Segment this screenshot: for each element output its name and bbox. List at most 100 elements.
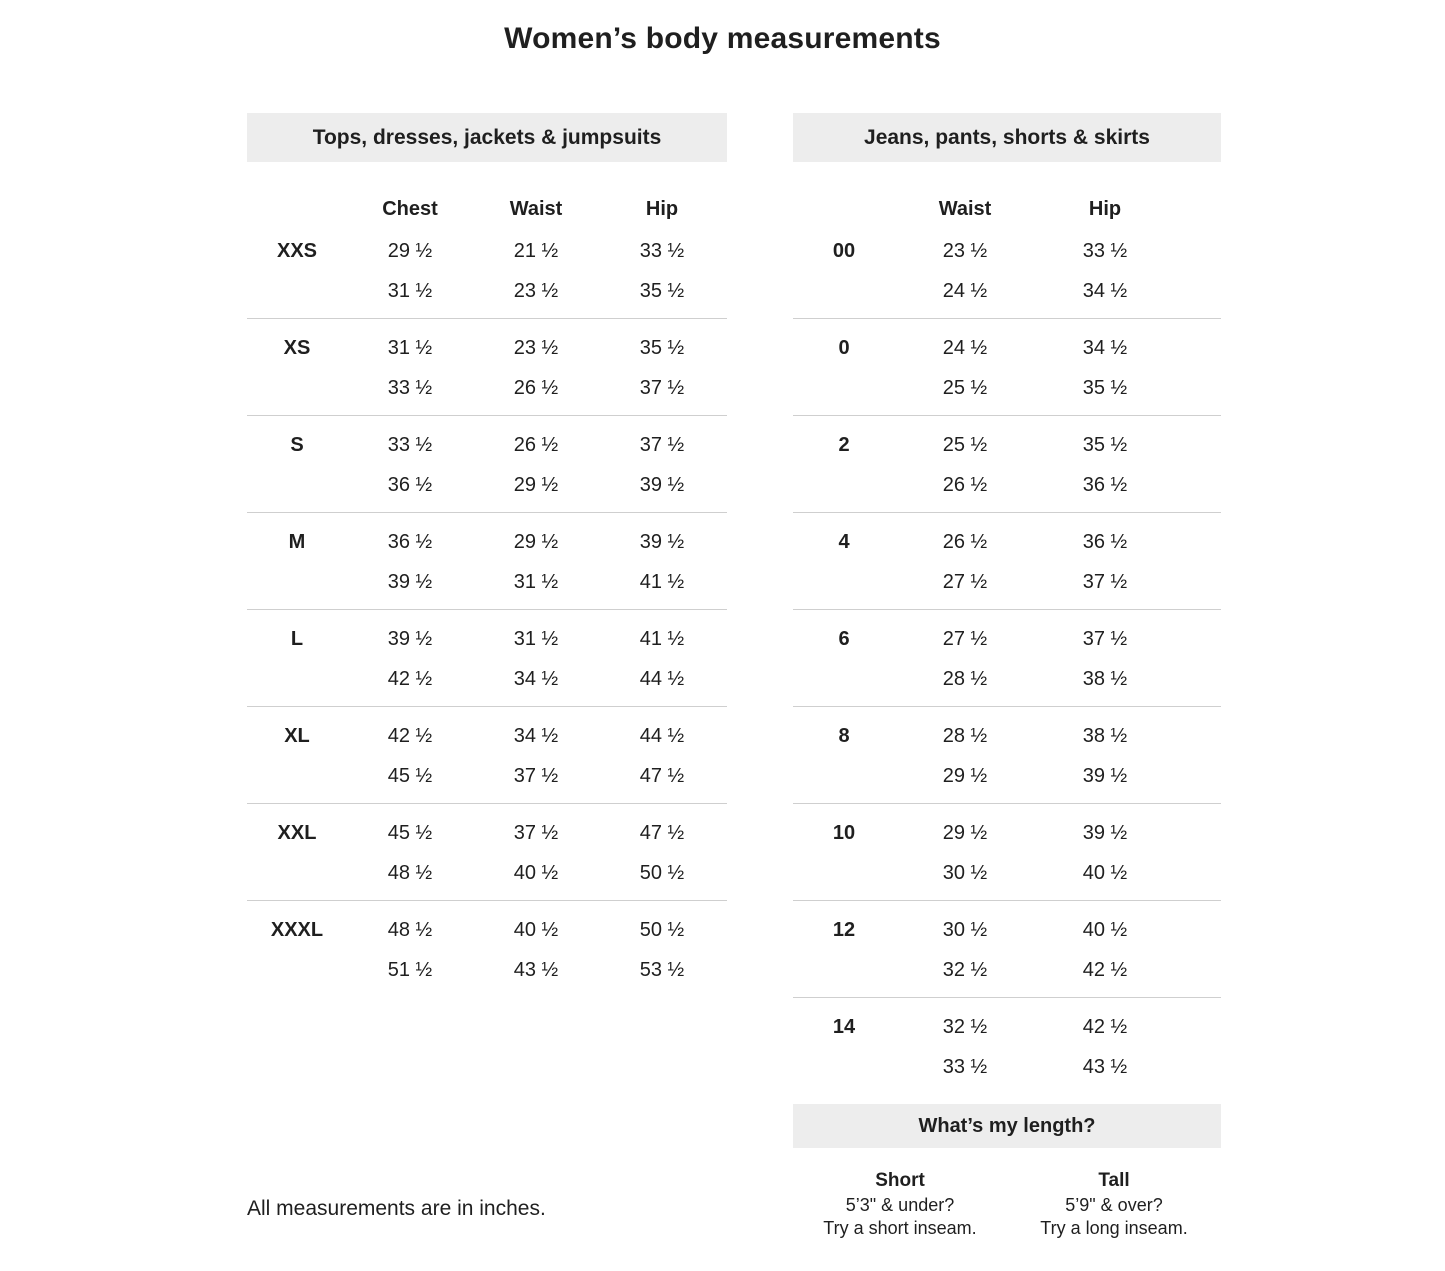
measurement-value: 42 ½: [1082, 1016, 1128, 1038]
length-option-line2: Try a short inseam.: [823, 1218, 977, 1238]
measurement-value: 31 ½: [387, 337, 433, 359]
size-label-spacer: [793, 569, 895, 595]
length-option-line1: 5’3" & under?: [845, 1195, 955, 1215]
table-row-min: 2 25 ½ 35 ½: [793, 432, 1221, 458]
measurement-value: 32 ½: [942, 959, 988, 981]
measurement-value: 36 ½: [387, 531, 433, 553]
size-group: 0 24 ½ 34 ½ 25 ½ 35 ½: [793, 319, 1221, 416]
measurement-value: 34 ½: [1082, 337, 1128, 359]
bottoms-table-section: Jeans, pants, shorts & skirts Waist Hip 00…: [793, 113, 1221, 1240]
table-row-min: M 36 ½ 29 ½ 39 ½: [247, 529, 727, 555]
table-row-max: 36 ½ 29 ½ 39 ½: [247, 472, 727, 498]
measurement-value: 23 ½: [513, 337, 559, 359]
measurement-value: 51 ½: [387, 959, 433, 981]
size-group: 10 29 ½ 39 ½ 30 ½ 40 ½: [793, 804, 1221, 901]
measurement-value: 30 ½: [942, 862, 988, 884]
measurement-value: 33 ½: [639, 240, 685, 262]
length-option-label: Short: [875, 1170, 925, 1191]
tops-table-header: Tops, dresses, jackets & jumpsuits: [247, 113, 727, 162]
size-label: M: [288, 531, 306, 553]
size-label: XXL: [277, 822, 317, 844]
size-label-spacer: [793, 957, 895, 983]
table-row-min: XXL 45 ½ 37 ½ 47 ½: [247, 820, 727, 846]
size-group: 4 26 ½ 36 ½ 27 ½ 37 ½: [793, 513, 1221, 610]
column-header: Hip: [1088, 198, 1122, 220]
table-row-max: 25 ½ 35 ½: [793, 375, 1221, 401]
table-row-max: 31 ½ 23 ½ 35 ½: [247, 278, 727, 304]
measurement-value: 29 ½: [387, 240, 433, 262]
measurement-value: 32 ½: [942, 1016, 988, 1038]
size-label: S: [290, 434, 304, 456]
table-row-min: 12 30 ½ 40 ½: [793, 917, 1221, 943]
measurement-value: 33 ½: [1082, 240, 1128, 262]
measurement-value: 27 ½: [942, 571, 988, 593]
measurement-value: 33 ½: [942, 1056, 988, 1078]
size-label-spacer: [247, 860, 347, 886]
size-column-header: [247, 196, 347, 222]
size-label-spacer: [247, 569, 347, 595]
size-label-spacer: [247, 666, 347, 692]
table-row-min: L 39 ½ 31 ½ 41 ½: [247, 626, 727, 652]
measurement-value: 40 ½: [1082, 919, 1128, 941]
measurement-value: 28 ½: [942, 668, 988, 690]
measurement-value: 21 ½: [513, 240, 559, 262]
size-label: 14: [832, 1016, 856, 1038]
table-row-min: 8 28 ½ 38 ½: [793, 723, 1221, 749]
measurement-value: 30 ½: [942, 919, 988, 941]
size-label: 10: [832, 822, 856, 844]
size-label-spacer: [793, 860, 895, 886]
size-label: 0: [838, 337, 850, 359]
measurement-value: 25 ½: [942, 434, 988, 456]
size-label-spacer: [793, 763, 895, 789]
measurement-value: 26 ½: [513, 434, 559, 456]
measurement-value: 37 ½: [639, 377, 685, 399]
measurement-value: 48 ½: [387, 862, 433, 884]
measurement-value: 25 ½: [942, 377, 988, 399]
length-option-line2: Try a long inseam.: [1040, 1218, 1188, 1238]
length-option: Tall 5’9" & over? Try a long inseam.: [1007, 1168, 1221, 1240]
table-row-max: 42 ½ 34 ½ 44 ½: [247, 666, 727, 692]
size-label-spacer: [247, 472, 347, 498]
measurement-value: 40 ½: [1082, 862, 1128, 884]
measurement-value: 28 ½: [942, 725, 988, 747]
measurement-value: 42 ½: [387, 725, 433, 747]
measurement-value: 45 ½: [387, 822, 433, 844]
size-label: 4: [838, 531, 850, 553]
measurement-value: 43 ½: [513, 959, 559, 981]
measurement-value: 35 ½: [1082, 377, 1128, 399]
size-label-spacer: [247, 957, 347, 983]
measurement-value: 48 ½: [387, 919, 433, 941]
measurement-value: 31 ½: [387, 280, 433, 302]
measurement-value: 34 ½: [513, 668, 559, 690]
measurement-value: 26 ½: [942, 474, 988, 496]
measurement-value: 36 ½: [1082, 474, 1128, 496]
measurement-value: 39 ½: [1082, 765, 1128, 787]
measurement-value: 38 ½: [1082, 668, 1128, 690]
size-group: 8 28 ½ 38 ½ 29 ½ 39 ½: [793, 707, 1221, 804]
size-group: M 36 ½ 29 ½ 39 ½ 39 ½ 31 ½ 41 ½: [247, 513, 727, 610]
bottoms-measurements-table: Waist Hip 00 23 ½ 33 ½ 24 ½ 34 ½ 0 24 ½ 34 ½ 25 ½ 3…: [793, 196, 1221, 1094]
table-row-max: 29 ½ 39 ½: [793, 763, 1221, 789]
size-label-spacer: [247, 375, 347, 401]
page-title: Women’s body measurements: [504, 22, 941, 55]
measurement-value: 33 ½: [387, 377, 433, 399]
column-header: Chest: [382, 198, 438, 220]
length-option-line1: 5’9" & over?: [1065, 1195, 1163, 1215]
size-label-spacer: [793, 278, 895, 304]
length-section-header: What’s my length?: [793, 1104, 1221, 1148]
size-label: XL: [284, 725, 310, 747]
table-row-max: 33 ½ 26 ½ 37 ½: [247, 375, 727, 401]
measurement-value: 31 ½: [513, 628, 559, 650]
length-option: Short 5’3" & under? Try a short inseam.: [793, 1168, 1007, 1240]
measurement-value: 39 ½: [1082, 822, 1128, 844]
measurement-value: 26 ½: [513, 377, 559, 399]
size-group: L 39 ½ 31 ½ 41 ½ 42 ½ 34 ½ 44 ½: [247, 610, 727, 707]
measurement-value: 45 ½: [387, 765, 433, 787]
measurement-value: 50 ½: [639, 862, 685, 884]
table-row-min: 0 24 ½ 34 ½: [793, 335, 1221, 361]
size-column-header: [793, 196, 895, 222]
measurement-value: 29 ½: [513, 531, 559, 553]
size-label-spacer: [793, 375, 895, 401]
measurement-value: 42 ½: [1082, 959, 1128, 981]
